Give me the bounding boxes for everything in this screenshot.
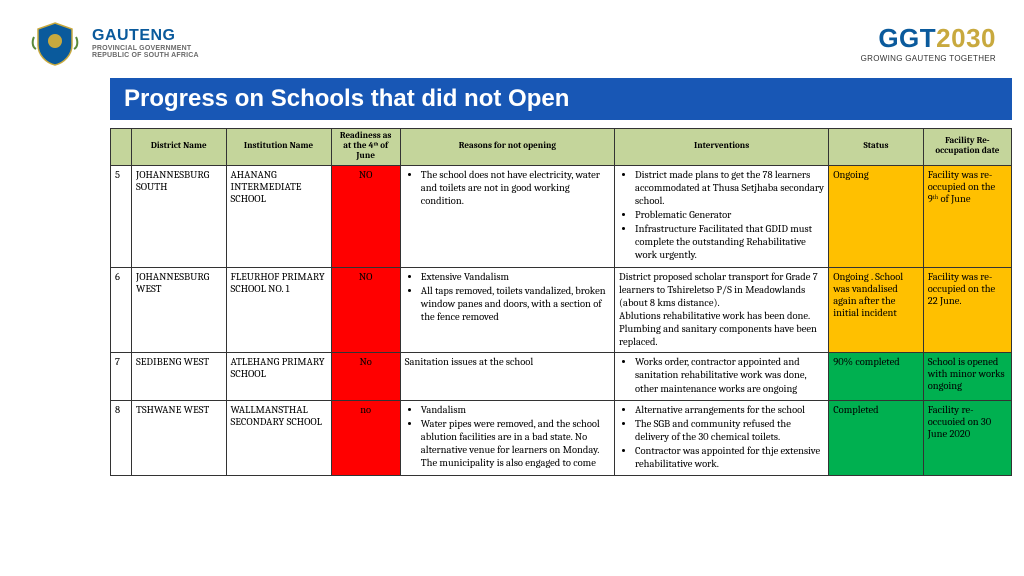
cell-num: 5 xyxy=(111,165,132,267)
cell-status: 90% completed xyxy=(829,353,924,400)
ggt-logo: GGT2030 xyxy=(861,23,996,54)
table-row: 6JOHANNESBURG WESTFLEURHOF PRIMARY SCHOO… xyxy=(111,267,1012,353)
list-item: Water pipes were removed, and the school… xyxy=(421,418,610,471)
page-title: Progress on Schools that did not Open xyxy=(110,78,1012,120)
cell-facility: Facility re-occuoied on 30 June 2020 xyxy=(923,400,1011,476)
cell-interventions: Alternative arrangements for the schoolT… xyxy=(615,400,829,476)
ggt-gold: 2030 xyxy=(936,23,996,53)
cell-institution: WALLMANSTHAL SECONDARY SCHOOL xyxy=(226,400,331,476)
cell-reasons: Sanitation issues at the school xyxy=(400,353,614,400)
ggt-tagline: GROWING GAUTENG TOGETHER xyxy=(861,54,996,63)
cell-status: Completed xyxy=(829,400,924,476)
cell-institution: AHANANG INTERMEDIATE SCHOOL xyxy=(226,165,331,267)
list-item: Works order, contractor appointed and sa… xyxy=(635,356,824,395)
cell-district: JOHANNESBURG WEST xyxy=(132,267,227,353)
cell-institution: ATLEHANG PRIMARY SCHOOL xyxy=(226,353,331,400)
cell-facility: Facility was re-occupied on the 22 June. xyxy=(923,267,1011,353)
cell-reasons: The school does not have electricity, wa… xyxy=(400,165,614,267)
cell-reasons: Extensive VandalismAll taps removed, toi… xyxy=(400,267,614,353)
cell-status: Ongoing xyxy=(829,165,924,267)
col-status: Status xyxy=(829,129,924,166)
col-institution: Institution Name xyxy=(226,129,331,166)
list-item: Extensive Vandalism xyxy=(421,271,610,284)
logo-left: GAUTENG PROVINCIAL GOVERNMENT REPUBLIC O… xyxy=(28,19,199,67)
list-item: Vandalism xyxy=(421,404,610,417)
cell-readiness: NO xyxy=(331,165,400,267)
page-header: GAUTENG PROVINCIAL GOVERNMENT REPUBLIC O… xyxy=(0,0,1024,78)
col-num xyxy=(111,129,132,166)
list-item: Contractor was appointed for thje extens… xyxy=(635,445,824,471)
cell-district: JOHANNESBURG SOUTH xyxy=(132,165,227,267)
cell-interventions: District proposed scholar transport for … xyxy=(615,267,829,353)
col-facility: Facility Re-occupation date xyxy=(923,129,1011,166)
list-item: Alternative arrangements for the school xyxy=(635,404,824,417)
cell-status: Ongoing . School was vandalised again af… xyxy=(829,267,924,353)
cell-reasons: VandalismWater pipes were removed, and t… xyxy=(400,400,614,476)
brand-line3: REPUBLIC OF SOUTH AFRICA xyxy=(92,52,199,59)
cell-num: 8 xyxy=(111,400,132,476)
cell-district: TSHWANE WEST xyxy=(132,400,227,476)
col-interventions: Interventions xyxy=(615,129,829,166)
table-row: 5JOHANNESBURG SOUTHAHANANG INTERMEDIATE … xyxy=(111,165,1012,267)
cell-readiness: NO xyxy=(331,267,400,353)
cell-readiness: No xyxy=(331,353,400,400)
cell-interventions: Works order, contractor appointed and sa… xyxy=(615,353,829,400)
brand-line2: PROVINCIAL GOVERNMENT xyxy=(92,45,199,52)
crest-icon xyxy=(28,19,82,67)
cell-interventions: District made plans to get the 78 learne… xyxy=(615,165,829,267)
list-item: District made plans to get the 78 learne… xyxy=(635,169,824,208)
ggt-blue: GGT xyxy=(878,23,936,53)
brand-text: GAUTENG PROVINCIAL GOVERNMENT REPUBLIC O… xyxy=(92,27,199,59)
list-item: The school does not have electricity, wa… xyxy=(421,169,610,208)
table-row: 8TSHWANE WESTWALLMANSTHAL SECONDARY SCHO… xyxy=(111,400,1012,476)
cell-readiness: no xyxy=(331,400,400,476)
cell-facility: School is opened with minor works ongoin… xyxy=(923,353,1011,400)
schools-table: District Name Institution Name Readiness… xyxy=(110,128,1012,476)
brand-line1: GAUTENG xyxy=(92,27,199,45)
table-header-row: District Name Institution Name Readiness… xyxy=(111,129,1012,166)
col-district: District Name xyxy=(132,129,227,166)
cell-num: 7 xyxy=(111,353,132,400)
col-reasons: Reasons for not opening xyxy=(400,129,614,166)
cell-institution: FLEURHOF PRIMARY SCHOOL NO. 1 xyxy=(226,267,331,353)
list-item: Problematic Generator xyxy=(635,209,824,222)
cell-district: SEDIBENG WEST xyxy=(132,353,227,400)
list-item: All taps removed, toilets vandalized, br… xyxy=(421,285,610,324)
logo-right: GGT2030 GROWING GAUTENG TOGETHER xyxy=(861,23,996,63)
table-row: 7SEDIBENG WESTATLEHANG PRIMARY SCHOOLNoS… xyxy=(111,353,1012,400)
list-item: The SGB and community refused the delive… xyxy=(635,418,824,444)
col-readiness: Readiness as at the 4ᵗʰ of June xyxy=(331,129,400,166)
list-item: Infrastructure Facilitated that GDID mus… xyxy=(635,223,824,262)
cell-facility: Facility was re-occupied on the 9ᵗʰ of J… xyxy=(923,165,1011,267)
cell-num: 6 xyxy=(111,267,132,353)
table-container: District Name Institution Name Readiness… xyxy=(0,128,1024,476)
